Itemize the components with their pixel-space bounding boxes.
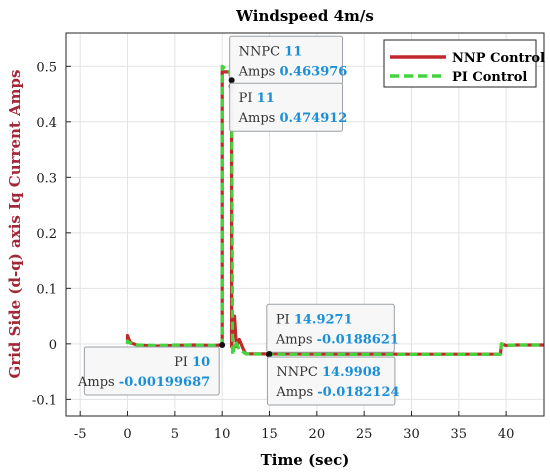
datatip-y-label: Amps bbox=[77, 375, 119, 390]
datatip-y-line: Amps -0.0188621 bbox=[275, 332, 399, 347]
datatip-y-value: -0.00199687 bbox=[119, 375, 210, 390]
tick-labels: -5 0 5 10 15 20 25 30 35 40 -0.1 0 0.1 0.2 0.3 0.4 0.5 bbox=[32, 60, 514, 442]
datatip-y-line: Amps 0.474912 bbox=[238, 111, 348, 126]
datatip-box bbox=[266, 356, 396, 406]
datatip-x-line: PI 14.9271 bbox=[276, 312, 353, 327]
legend: NNP Control PI Control bbox=[383, 39, 545, 88]
x-tick-label: 10 bbox=[214, 427, 231, 442]
datatip-x-value: 14.9271 bbox=[294, 312, 353, 327]
datatip: PI 10 Amps -0.00199687 bbox=[77, 346, 220, 396]
x-tick-label: 25 bbox=[356, 427, 373, 442]
x-tick-label: 0 bbox=[123, 427, 131, 442]
y-tick-label: 0.5 bbox=[36, 60, 57, 75]
y-tick-label: 0.2 bbox=[36, 227, 57, 242]
y-tick-label: 0 bbox=[49, 338, 57, 353]
x-tick-label: 35 bbox=[451, 427, 468, 442]
datatip: NNPC 14.9908 Amps -0.0182124 bbox=[266, 356, 400, 406]
x-tick-label: 15 bbox=[261, 427, 278, 442]
datatip-y-label: Amps bbox=[238, 64, 280, 79]
datatip-x-label: PI bbox=[239, 91, 257, 106]
datatip-y-value: -0.0182124 bbox=[317, 385, 399, 400]
datatip: PI 14.9271 Amps -0.0188621 bbox=[266, 303, 399, 353]
datatip-x-label: PI bbox=[276, 312, 294, 327]
y-tick-label: 0.3 bbox=[36, 171, 57, 186]
datatip-box bbox=[83, 346, 220, 396]
datatip-x-value: 14.9908 bbox=[322, 365, 381, 380]
datatip-x-label: NNPC bbox=[276, 365, 322, 380]
datatip-y-value: 0.463976 bbox=[279, 64, 347, 79]
datatip-x-line: PI 10 bbox=[174, 355, 210, 370]
series-line-pi bbox=[125, 64, 544, 357]
datatip-box bbox=[266, 303, 395, 353]
datatip-y-line: Amps 0.463976 bbox=[238, 64, 348, 79]
x-tick-label: -5 bbox=[74, 427, 87, 442]
datatip-x-line: NNPC 11 bbox=[239, 44, 303, 59]
datatip-y-value: -0.0188621 bbox=[317, 332, 399, 347]
datatip-y-line: Amps -0.00199687 bbox=[77, 375, 210, 390]
datatip-x-value: 11 bbox=[284, 44, 302, 59]
datatip-x-line: NNPC 14.9908 bbox=[276, 365, 380, 380]
datatip-x-line: PI 11 bbox=[239, 91, 275, 106]
datatip-x-value: 11 bbox=[257, 91, 275, 106]
datatip-y-label: Amps bbox=[275, 385, 317, 400]
chart-title: Windspeed 4m/s bbox=[235, 7, 374, 25]
datatip: PI 11 Amps 0.474912 bbox=[229, 82, 348, 132]
datatip-x-value: 10 bbox=[192, 355, 210, 370]
datatip-y-label: Amps bbox=[275, 332, 317, 347]
datatip-x-label: NNPC bbox=[239, 44, 285, 59]
datatip-box bbox=[229, 82, 344, 132]
plot-frame bbox=[65, 32, 545, 417]
datatip-x-label: PI bbox=[174, 355, 192, 370]
datatip: NNPC 11 Amps 0.463976 bbox=[229, 35, 348, 85]
datatip-y-line: Amps -0.0182124 bbox=[275, 385, 399, 400]
y-tick-label: 0.4 bbox=[36, 116, 57, 131]
datatip-marker bbox=[228, 77, 235, 84]
legend-label-nnp: NNP Control bbox=[452, 51, 545, 66]
legend-label-pi: PI Control bbox=[452, 70, 527, 85]
datatip-y-label: Amps bbox=[238, 111, 280, 126]
y-axis-label: Grid Side (d-q) axis Iq Current Amps bbox=[6, 70, 24, 379]
datatip-y-value: 0.474912 bbox=[279, 111, 347, 126]
x-tick-label: 40 bbox=[498, 427, 515, 442]
x-tick-label: 30 bbox=[403, 427, 420, 442]
x-tick-label: 5 bbox=[171, 427, 179, 442]
y-tick-label: -0.1 bbox=[32, 393, 57, 408]
datatip-marker bbox=[219, 341, 226, 348]
x-tick-label: 20 bbox=[309, 427, 326, 442]
series-layer bbox=[125, 64, 544, 357]
legend-box bbox=[383, 39, 537, 88]
y-tick-label: 0.1 bbox=[36, 282, 57, 297]
datatip-marker bbox=[266, 350, 273, 357]
x-axis-label: Time (sec) bbox=[261, 451, 350, 469]
